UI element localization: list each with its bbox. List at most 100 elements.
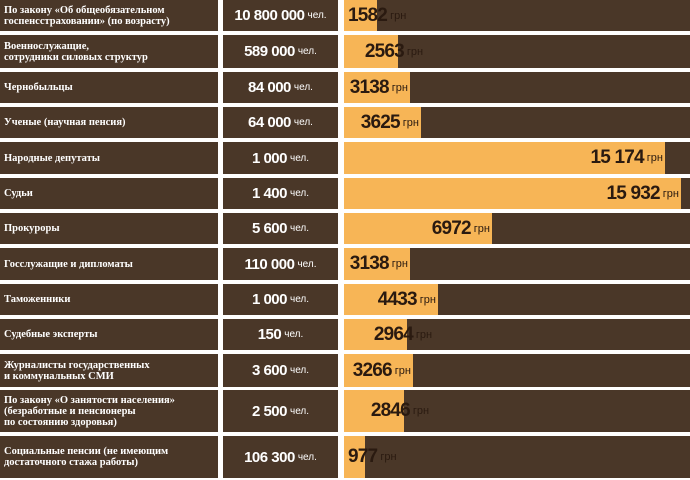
row-count: 110 000 чел. [223, 248, 338, 280]
row-label: Народные депутаты [0, 142, 218, 174]
value-bar [344, 142, 665, 174]
value-label: 2846 грн [371, 399, 429, 423]
value-number: 6972 [431, 217, 472, 239]
row-label: Прокуроры [0, 213, 218, 244]
value-label: 6972 грн [432, 217, 490, 241]
row-count: 2 500 чел. [223, 390, 338, 432]
value-label: 3138 грн [350, 76, 408, 100]
row-count: 64 000 чел. [223, 107, 338, 138]
value-label: 3266 грн [353, 359, 411, 383]
value-bar [344, 213, 492, 244]
value-unit: грн [662, 187, 679, 200]
value-number: 1582 [348, 4, 388, 26]
value-bar [344, 436, 365, 478]
count-value: 1 000 [251, 291, 288, 308]
count-value: 5 600 [251, 220, 288, 237]
value-label: 1582 грн [348, 4, 406, 28]
value-label: 4433 грн [378, 288, 436, 312]
value-bar [344, 284, 438, 315]
count-unit: чел. [289, 294, 310, 305]
value-bar [344, 107, 421, 138]
row-count: 1 000 чел. [223, 284, 338, 315]
value-unit: грн [391, 81, 408, 94]
value-number: 4433 [377, 288, 418, 310]
value-bar [344, 72, 410, 103]
count-unit: чел. [297, 46, 317, 57]
value-unit: грн [402, 116, 419, 129]
value-label: 2563 грн [365, 40, 423, 64]
count-value: 2 500 [251, 402, 288, 420]
row-count: 1 400 чел. [223, 178, 338, 209]
row-label: Судьи [0, 178, 218, 209]
value-number: 3266 [352, 359, 393, 381]
value-label: 977 грн [348, 445, 397, 469]
value-bar [344, 35, 398, 68]
value-label: 3138 грн [350, 252, 408, 276]
row-label: Ученые (научная пенсия) [0, 107, 218, 138]
value-unit: грн [390, 9, 407, 22]
value-label: 15 932 грн [606, 182, 679, 206]
value-number: 15 174 [590, 147, 644, 168]
row-label: Социальные пенсии (не имеющим достаточно… [0, 436, 218, 478]
value-unit: грн [380, 451, 397, 463]
row-label: Госслужащие и дипломаты [0, 248, 218, 280]
row-count: 3 600 чел. [223, 354, 338, 387]
value-bar [344, 354, 413, 387]
count-value: 589 000 [244, 43, 295, 60]
value-unit: грн [646, 152, 663, 164]
row-count: 589 000 чел. [223, 35, 338, 68]
value-unit: грн [419, 293, 436, 306]
count-unit: чел. [293, 82, 313, 93]
value-unit: грн [394, 364, 411, 377]
row-count: 106 300 чел. [223, 436, 338, 478]
value-label: 2964 грн [374, 323, 432, 347]
row-count: 84 000 чел. [223, 72, 338, 103]
row-label: Таможенники [0, 284, 218, 315]
count-unit: чел. [297, 258, 317, 270]
count-unit: чел. [297, 451, 317, 463]
value-unit: грн [415, 328, 433, 341]
row-label: По закону «Об общеобязательном госпенсст… [0, 0, 218, 31]
count-value: 150 [257, 326, 282, 343]
value-unit: грн [412, 405, 430, 417]
row-label: Военнослужащие, сотрудники силовых струк… [0, 35, 218, 68]
bar-track [344, 436, 690, 478]
value-label: 15 174 грн [590, 146, 663, 170]
value-number: 3138 [349, 253, 390, 274]
row-count: 10 800 000 чел. [223, 0, 338, 31]
row-count: 5 600 чел. [223, 213, 338, 244]
count-unit: чел. [289, 365, 310, 376]
bar-track [344, 0, 690, 31]
value-number: 3138 [349, 76, 390, 98]
count-value: 110 000 [244, 255, 295, 273]
value-bar [344, 319, 407, 350]
value-number: 15 932 [606, 182, 660, 204]
value-number: 977 [348, 446, 378, 467]
count-unit: чел. [289, 188, 310, 199]
value-bar [344, 178, 681, 209]
value-unit: грн [391, 258, 408, 270]
bar-track [344, 35, 690, 68]
count-value: 3 600 [251, 362, 288, 379]
count-value: 106 300 [244, 448, 295, 466]
count-value: 1 400 [251, 185, 288, 202]
count-value: 64 000 [248, 114, 291, 131]
count-unit: чел. [289, 405, 310, 417]
count-unit: чел. [284, 329, 304, 340]
value-unit: грн [406, 45, 424, 58]
row-count: 1 000 чел. [223, 142, 338, 174]
count-unit: чел. [289, 223, 310, 234]
value-number: 3625 [360, 111, 401, 133]
count-unit: чел. [293, 117, 313, 128]
count-value: 10 800 000 [234, 7, 305, 24]
count-unit: чел. [289, 152, 310, 164]
value-bar [344, 248, 410, 280]
row-label: По закону «О занятости населения» (безра… [0, 390, 218, 432]
count-unit: чел. [307, 10, 327, 21]
value-label: 3625 грн [361, 111, 419, 135]
value-unit: грн [473, 222, 490, 235]
row-label: Судебные эксперты [0, 319, 218, 350]
value-number: 2563 [364, 40, 405, 62]
value-bar [344, 0, 377, 31]
